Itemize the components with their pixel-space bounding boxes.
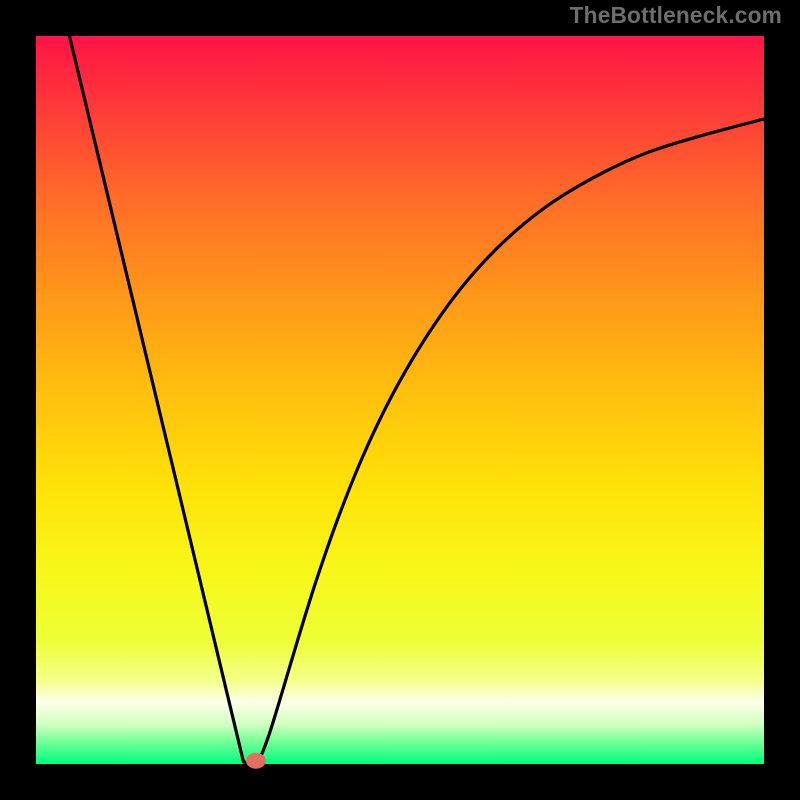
bottleneck-chart bbox=[0, 0, 800, 800]
chart-container: TheBottleneck.com bbox=[0, 0, 800, 800]
optimal-point-marker bbox=[246, 753, 266, 769]
plot-background bbox=[36, 36, 764, 764]
watermark-text: TheBottleneck.com bbox=[570, 2, 782, 29]
